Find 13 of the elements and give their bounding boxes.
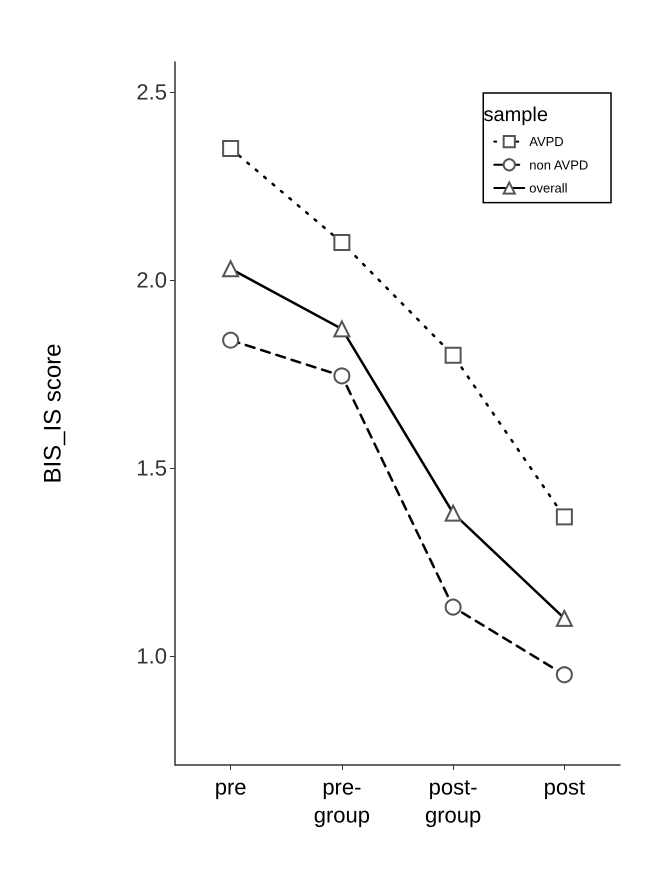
y-tick-label: 1.0 xyxy=(136,643,167,668)
x-tick-label: pre- group xyxy=(314,774,370,828)
x-tick-label: post xyxy=(544,774,586,800)
legend-label: non AVPD xyxy=(529,157,588,172)
y-tick-label: 2.0 xyxy=(136,268,167,293)
x-tick-label: post- group xyxy=(424,774,482,828)
legend-title: sample xyxy=(484,104,548,126)
x-tick-label: pre xyxy=(214,774,247,800)
legend-label: overall xyxy=(529,180,568,196)
y-tick-label: 2.5 xyxy=(136,80,167,105)
y-axis-title: BIS_IS score xyxy=(40,343,66,484)
legend-label: AVPD xyxy=(529,134,564,150)
y-tick-label: 1.5 xyxy=(136,456,167,481)
